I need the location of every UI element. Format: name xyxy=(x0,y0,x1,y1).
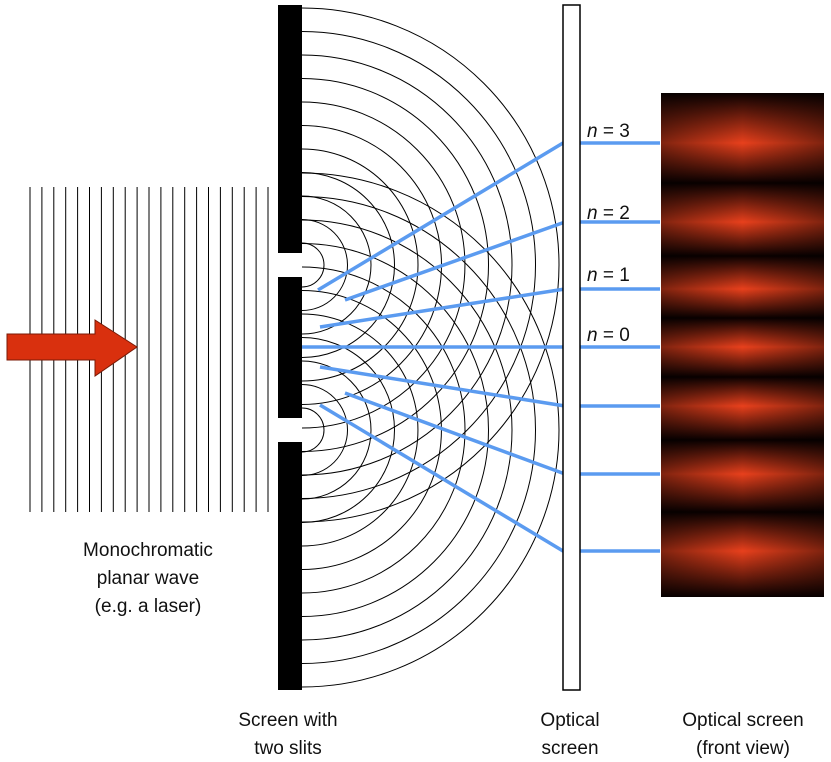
circular-wavefront xyxy=(302,31,536,499)
incident-arrow xyxy=(6,319,138,377)
circular-wavefront xyxy=(302,384,348,476)
circular-wavefront xyxy=(302,337,395,523)
circular-wavefront xyxy=(302,148,419,382)
optical-screen xyxy=(562,4,581,691)
circular-wavefront xyxy=(302,290,442,570)
order-labels: n = 3 n = 2 n = 1 n = 0 xyxy=(587,121,630,346)
slit-barrier xyxy=(278,5,302,690)
order-label: n = 3 xyxy=(587,121,630,142)
order-label: n = 2 xyxy=(587,203,630,224)
order-label: n = 1 xyxy=(587,265,630,286)
order-label: n = 0 xyxy=(587,325,630,346)
circular-wavefront xyxy=(302,54,513,476)
circular-wavefront xyxy=(302,407,325,453)
circular-wavefront xyxy=(302,172,560,688)
circular-wavefront xyxy=(302,125,442,405)
caption: (e.g. a laser) xyxy=(95,596,202,617)
circular-wavefront xyxy=(302,219,513,641)
fringe-shading xyxy=(661,93,824,597)
circular-wavefront xyxy=(302,266,466,594)
caption: Monochromatic xyxy=(83,540,213,561)
diffraction-wavefronts xyxy=(302,7,560,688)
circular-wavefront xyxy=(302,172,395,358)
circular-wavefront xyxy=(302,101,466,429)
circular-wavefront xyxy=(302,219,348,311)
circular-wavefront xyxy=(302,243,489,617)
circular-wavefront xyxy=(302,78,489,452)
circular-wavefront xyxy=(302,313,419,547)
caption: Optical xyxy=(540,710,599,731)
circular-wavefront xyxy=(302,196,536,664)
plane-wavefronts xyxy=(29,187,269,512)
caption: two slits xyxy=(254,738,322,759)
caption: planar wave xyxy=(97,568,199,589)
caption: Optical screen xyxy=(682,710,803,731)
circular-wavefront xyxy=(302,242,325,288)
caption: screen xyxy=(541,738,598,759)
caption: (front view) xyxy=(696,738,790,759)
captions: Monochromatic planar wave (e.g. a laser)… xyxy=(83,540,804,759)
circular-wavefront xyxy=(302,7,560,523)
caption: Screen with xyxy=(238,710,337,731)
